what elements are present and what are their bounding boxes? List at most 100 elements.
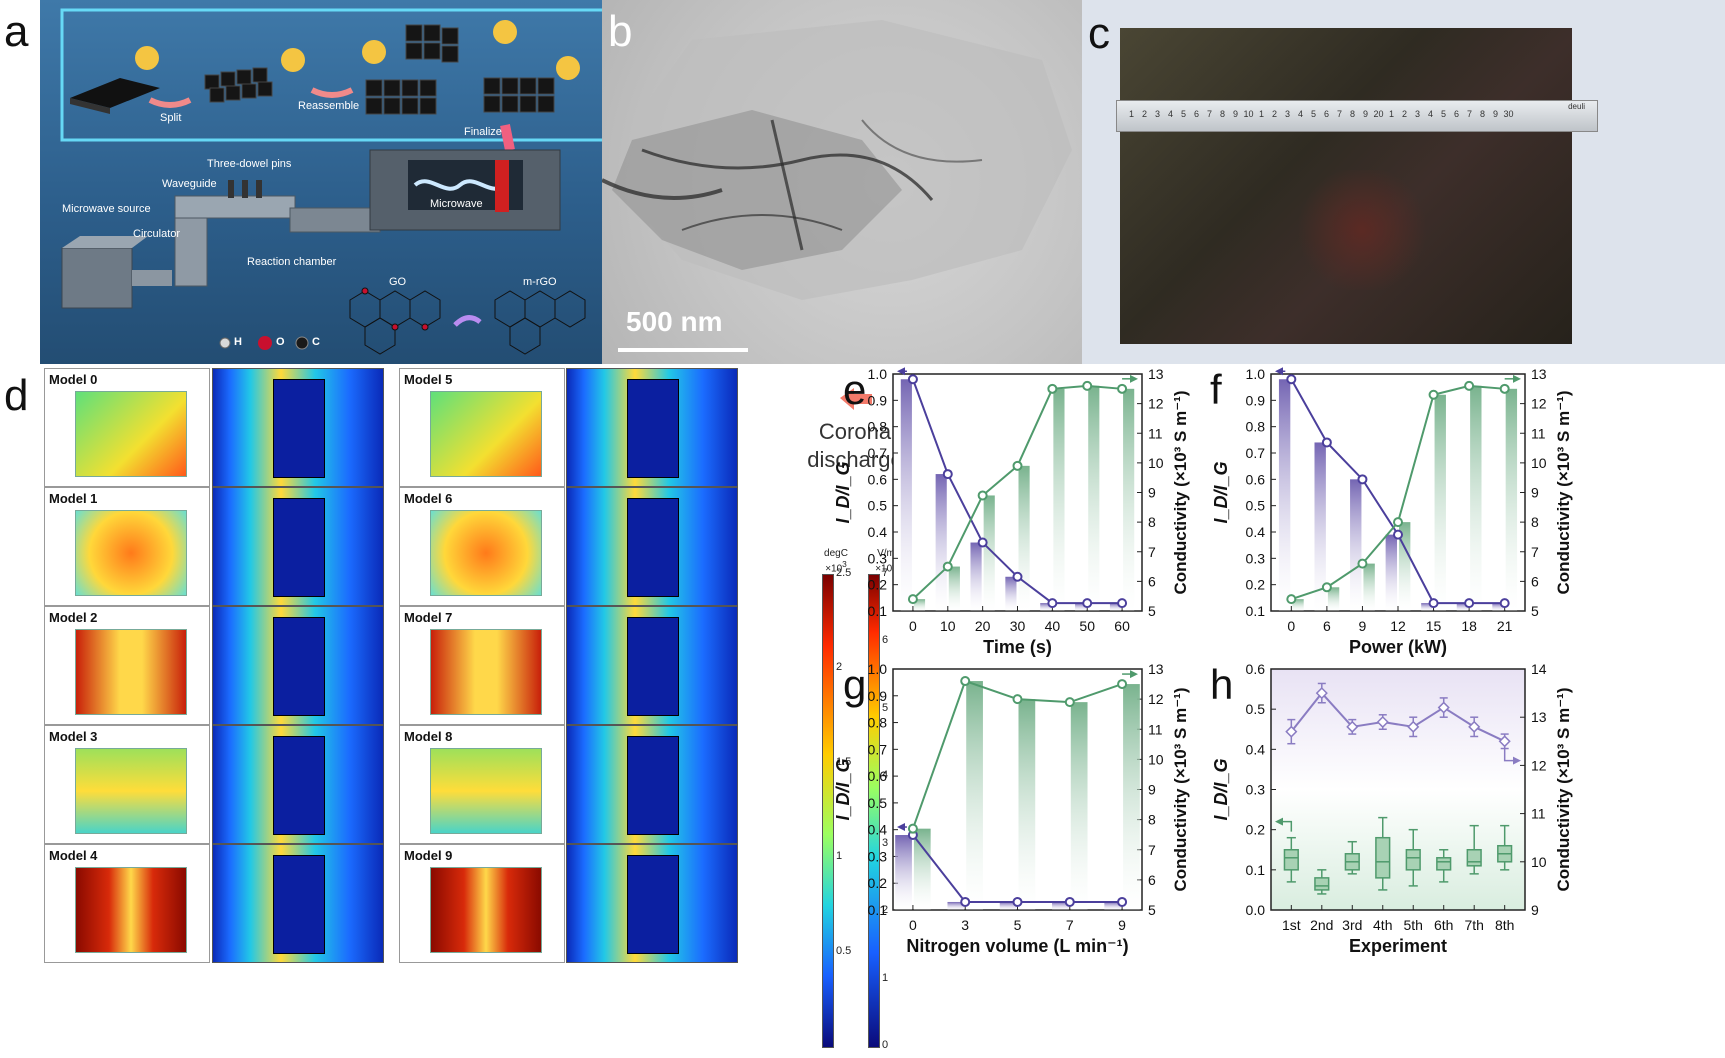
y-right-tick-label: 6 <box>1148 872 1156 888</box>
x-tick-label: 5th <box>1404 917 1423 933</box>
model-geometry <box>75 391 187 477</box>
y-right-tick-label: 7 <box>1148 544 1156 560</box>
colorbar-temp <box>822 574 834 1048</box>
model-field-tile <box>212 725 384 844</box>
conductivity-bar <box>948 566 960 611</box>
conductivity-bar <box>1399 522 1411 611</box>
conductivity-bar <box>1018 699 1036 910</box>
ruler-number: 1 <box>1388 109 1394 119</box>
y-right-tick-label: 13 <box>1148 366 1164 382</box>
panel-a-illustration <box>60 8 602 355</box>
corona-discharge-icon <box>840 388 872 410</box>
conductivity-point <box>1393 517 1403 528</box>
y-right-tick-label: 12 <box>1148 396 1164 412</box>
conductivity-point <box>1407 720 1420 733</box>
colorbar-field <box>868 574 880 1048</box>
panel-b: 500 nm b <box>602 0 1082 364</box>
model-temperature-tile: Model 7 <box>399 606 565 725</box>
conductivity-point <box>1286 594 1297 605</box>
ruler-number: 8 <box>1479 109 1485 119</box>
panel-letter-a: a <box>4 7 29 56</box>
y-right-tick-label: 11 <box>1148 721 1163 737</box>
conductivity-point <box>1285 725 1298 738</box>
conductivity-point <box>942 561 953 572</box>
conductivity-bar <box>1363 563 1375 611</box>
model-label: Model 7 <box>404 610 453 625</box>
label-finalize: Finalize <box>464 126 502 138</box>
y-left-tick-label: 0.8 <box>868 419 888 435</box>
y-right-tick-label: 8 <box>1531 514 1539 530</box>
colorbar-tick-label: 2 <box>882 904 889 917</box>
conductivity-point <box>907 823 918 834</box>
x-tick-label: 5 <box>1014 917 1022 933</box>
y-right-tick-label: 12 <box>1531 757 1547 773</box>
y-left-tick-label: 0.7 <box>868 741 888 757</box>
conductivity-bar <box>1434 394 1446 611</box>
ruler-number: 8 <box>1219 109 1225 119</box>
atom-c-icon <box>295 336 309 350</box>
legend-h-label: H <box>234 336 242 348</box>
y-left-tick-label: 0.8 <box>868 715 888 731</box>
model-field-blocks <box>273 736 325 835</box>
y-left-tick-label: 0.6 <box>868 768 888 784</box>
plot-frame <box>892 668 1143 911</box>
x-tick-label: 15 <box>1426 618 1442 634</box>
y-right-tick-label: 10 <box>1148 455 1164 471</box>
model-label: Model 0 <box>49 372 98 387</box>
y-right-tick-label: 13 <box>1531 366 1547 382</box>
model-label: Model 9 <box>404 848 453 863</box>
box <box>1466 849 1482 867</box>
conductivity-bar <box>966 681 983 910</box>
conductivity-point <box>1047 383 1058 394</box>
y-right-tick-label: 12 <box>1531 396 1547 412</box>
panel-letter-d: d <box>4 371 29 420</box>
x-tick-label: 21 <box>1497 618 1513 634</box>
model-field-blocks <box>273 498 325 597</box>
corona-label-line1: Corona <box>818 419 892 444</box>
model-geometry <box>430 629 542 715</box>
y-left-tick-label: 0.3 <box>868 550 888 566</box>
y-left-tick-label: 0.4 <box>1246 524 1266 540</box>
model-label: Model 2 <box>49 610 98 625</box>
legend-o-label: O <box>276 336 285 348</box>
label-mrgo: m-rGO <box>523 276 557 288</box>
idig-point <box>907 374 918 385</box>
y-right-tick-label: 5 <box>1148 603 1156 619</box>
colorbar-tick-label: 2.5 <box>836 567 852 579</box>
ruler-number: 9 <box>1362 109 1368 119</box>
idig-point <box>1117 896 1128 907</box>
y-left-tick-label: 0.4 <box>868 524 888 540</box>
y-right-tick-label: 6 <box>1531 573 1539 589</box>
x-tick-label: 18 <box>1461 618 1477 634</box>
ruler-number: 30 <box>1503 109 1514 119</box>
model-geometry <box>430 391 542 477</box>
box <box>1283 849 1299 871</box>
microwave-apparatus <box>61 149 561 309</box>
right-axis-arrowhead <box>1513 374 1521 383</box>
legend-c-label: C <box>312 336 320 348</box>
y-right-tick-label: 10 <box>1148 751 1164 767</box>
model-field-blocks <box>273 855 325 954</box>
x-tick-label: 12 <box>1390 618 1406 634</box>
conductivity-bar <box>983 495 995 611</box>
y-right-tick-label: 8 <box>1148 812 1156 828</box>
y-left-tick-label: 0.2 <box>1246 822 1266 838</box>
y-right-axis-label: Conductivity (×10³ S m⁻¹) <box>1554 687 1573 891</box>
ruler-number: 6 <box>1323 109 1329 119</box>
model-geometry <box>430 748 542 834</box>
panel-letter-b: b <box>608 7 633 56</box>
colorbar-tick-label: 1 <box>836 850 843 863</box>
y-left-tick-label: 0.1 <box>1246 603 1266 619</box>
idig-point <box>1357 474 1368 485</box>
left-axis-arrowhead <box>897 367 905 376</box>
y-right-axis-label: Conductivity (×10³ S m⁻¹) <box>1171 390 1190 594</box>
y-left-tick-label: 0.0 <box>1246 902 1266 918</box>
model-label: Model 6 <box>404 491 453 506</box>
conductivity-point <box>977 490 988 501</box>
ruler-number: 2 <box>1401 109 1407 119</box>
model-field-tile <box>212 844 384 963</box>
conductivity-point <box>1082 380 1093 391</box>
conductivity-bar <box>1470 385 1482 611</box>
left-axis-arrowhead <box>1275 817 1283 826</box>
panel-letter-h: h <box>1210 661 1233 708</box>
